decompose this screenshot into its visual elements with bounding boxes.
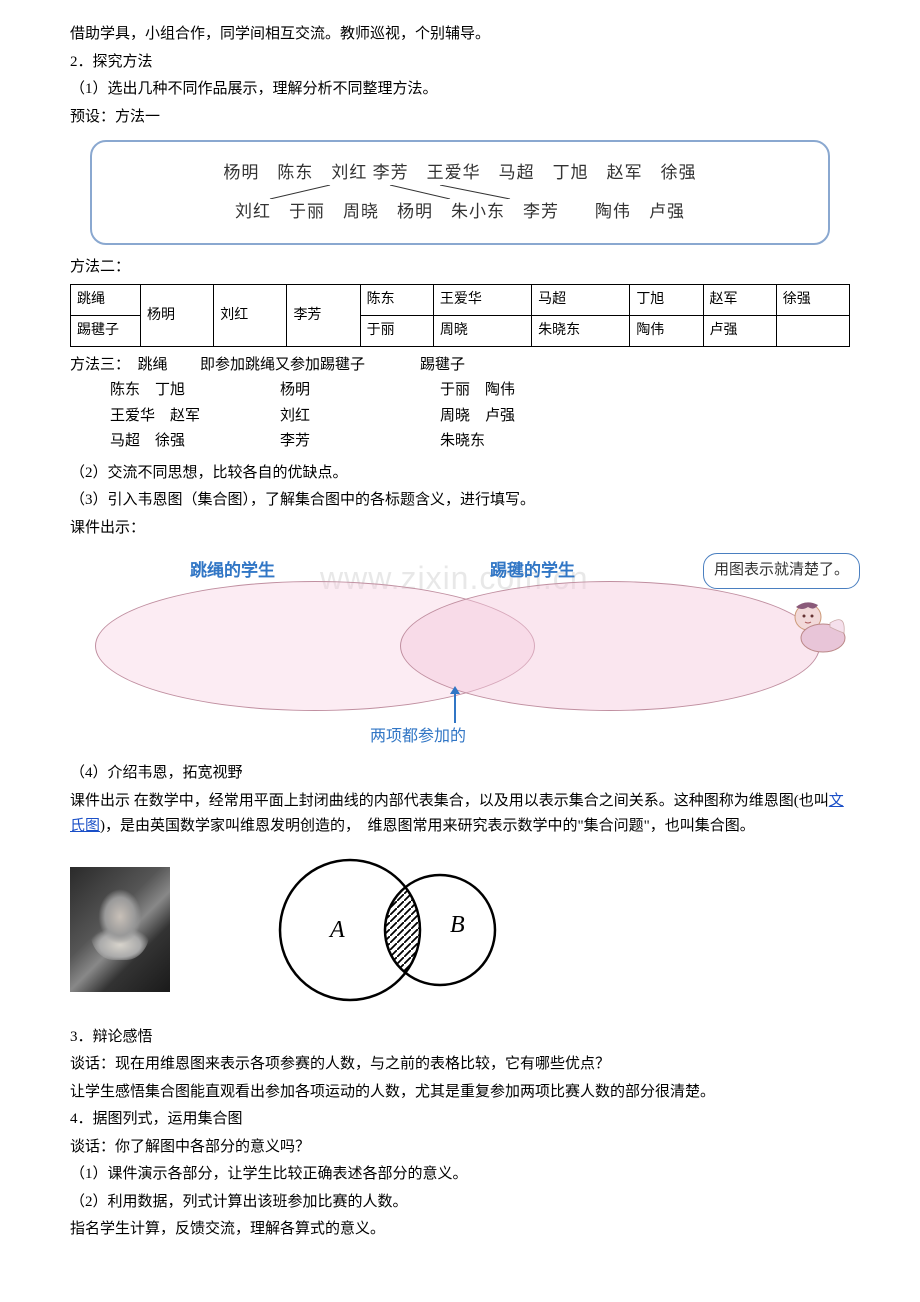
method3-row: 马超 徐强 李芳 朱晓东 <box>70 429 850 455</box>
method3-after-1: （2）交流不同思想，比较各自的优缺点。 <box>70 461 850 487</box>
table-cell <box>776 316 849 347</box>
s3-t4: 4．据图列式，运用集合图 <box>70 1107 850 1133</box>
s3-t3: 让学生感悟集合图能直观看出参加各项运动的人数，尤其是重复参加两项比赛人数的部分很… <box>70 1080 850 1106</box>
table-row: 跳绳 杨明 刘红 李芳 陈东 王爱华 马超 丁旭 赵军 徐强 <box>71 285 850 316</box>
method3-cell: 王爱华 赵军 <box>70 404 240 430</box>
table-cell: 丁旭 <box>630 285 703 316</box>
fairy-icon <box>778 593 850 665</box>
names-row-2: 刘红 于丽 周晓 杨明 朱小东 李芳 陶伟 卢强 <box>122 193 798 230</box>
post-p2b: )，是由英国数学家叫维恩发明创造的， 维恩图常用来研究表示数学中的"集合问题"，… <box>100 818 755 834</box>
s3-t5: 谈话：你了解图中各部分的意义吗？ <box>70 1135 850 1161</box>
speech-bubble: 用图表示就清楚了。 <box>703 553 860 589</box>
method3-block: 方法三： 跳绳 即参加跳绳又参加踢毽子 踢毽子 陈东 丁旭 杨明 于丽 陶伟 王… <box>70 353 850 455</box>
venn-arrow-icon <box>454 691 456 723</box>
post-p2a: 课件出示 在数学中，经常用平面上封闭曲线的内部代表集合，以及用以表示集合之间关系… <box>70 793 829 809</box>
table-cell: 赵军 <box>703 285 776 316</box>
method3-after-3: 课件出示： <box>70 516 850 542</box>
s3-t1: 3．辩论感悟 <box>70 1025 850 1051</box>
method3-cell: 马超 徐强 <box>70 429 240 455</box>
ab-label-b: B <box>450 912 465 938</box>
venn-portrait-icon <box>70 867 170 992</box>
s3-t8: 指名学生计算，反馈交流，理解各算式的意义。 <box>70 1217 850 1243</box>
table-cell: 陈东 <box>360 285 433 316</box>
post-p1: （4）介绍韦恩，拓宽视野 <box>70 761 850 787</box>
s3-t6: （1）课件演示各部分，让学生比较正确表述各部分的意义。 <box>70 1162 850 1188</box>
venn-left-label: 跳绳的学生 <box>190 557 275 586</box>
s3-t2: 谈话：现在用维恩图来表示各项参赛的人数，与之前的表格比较，它有哪些优点？ <box>70 1052 850 1078</box>
venn-bottom-label: 两项都参加的 <box>370 723 466 750</box>
table-cell: 朱晓东 <box>532 316 630 347</box>
table-cell: 踢毽子 <box>71 316 141 347</box>
table-cell: 周晓 <box>433 316 531 347</box>
table-cell: 徐强 <box>776 285 849 316</box>
method3-row: 陈东 丁旭 杨明 于丽 陶伟 <box>70 378 850 404</box>
table-cell: 马超 <box>532 285 630 316</box>
ab-diagram-row: A B <box>70 852 850 1007</box>
method3-cell: 于丽 陶伟 <box>400 378 560 404</box>
intro-line-3: （1）选出几种不同作品展示，理解分析不同整理方法。 <box>70 77 850 103</box>
method3-cell: 李芳 <box>240 429 400 455</box>
venn-right-ellipse <box>400 581 820 711</box>
table-cell: 王爱华 <box>433 285 531 316</box>
table-cell: 李芳 <box>287 285 360 347</box>
intro-line-4: 预设：方法一 <box>70 105 850 131</box>
venn-right-label: 踢毽的学生 <box>490 557 575 586</box>
s3-t7: （2）利用数据，列式计算出该班参加比赛的人数。 <box>70 1190 850 1216</box>
table-cell: 于丽 <box>360 316 433 347</box>
method3-col3-header: 踢毽子 <box>420 353 540 379</box>
method3-title: 方法三： 跳绳 <box>70 353 200 379</box>
method3-cell: 陈东 丁旭 <box>70 378 240 404</box>
method3-header: 方法三： 跳绳 即参加跳绳又参加踢毽子 踢毽子 <box>70 353 850 379</box>
method2-table: 跳绳 杨明 刘红 李芳 陈东 王爱华 马超 丁旭 赵军 徐强 踢毽子 于丽 周晓… <box>70 284 850 347</box>
venn-diagram: www.zixin.com.cn 跳绳的学生 踢毽的学生 两项都参加的 用图表示… <box>90 551 850 751</box>
method1-names-box: 杨明 陈东 刘红 李芳 王爱华 马超 丁旭 赵军 徐强 刘红 于丽 周晓 杨明 … <box>90 140 830 245</box>
method3-cell: 刘红 <box>240 404 400 430</box>
ab-venn-icon: A B <box>250 852 530 1007</box>
table-cell: 杨明 <box>141 285 214 347</box>
method3-after-2: （3）引入韦恩图（集合图），了解集合图中的各标题含义，进行填写。 <box>70 488 850 514</box>
intro-line-2: 2．探究方法 <box>70 50 850 76</box>
names-row-1: 杨明 陈东 刘红 李芳 王爱华 马超 丁旭 赵军 徐强 <box>122 154 798 191</box>
method3-row: 王爱华 赵军 刘红 周晓 卢强 <box>70 404 850 430</box>
table-cell: 跳绳 <box>71 285 141 316</box>
table-cell: 卢强 <box>703 316 776 347</box>
method3-cell: 朱晓东 <box>400 429 560 455</box>
ab-label-a: A <box>328 917 345 943</box>
method2-label: 方法二： <box>70 255 850 281</box>
table-cell: 刘红 <box>214 285 287 347</box>
post-p2: 课件出示 在数学中，经常用平面上封闭曲线的内部代表集合，以及用以表示集合之间关系… <box>70 789 850 840</box>
intro-line-1: 借助学具，小组合作，同学间相互交流。教师巡视，个别辅导。 <box>70 22 850 48</box>
method3-col2-header: 即参加跳绳又参加踢毽子 <box>200 353 420 379</box>
method3-cell: 杨明 <box>240 378 400 404</box>
table-cell: 陶伟 <box>630 316 703 347</box>
method3-cell: 周晓 卢强 <box>400 404 560 430</box>
